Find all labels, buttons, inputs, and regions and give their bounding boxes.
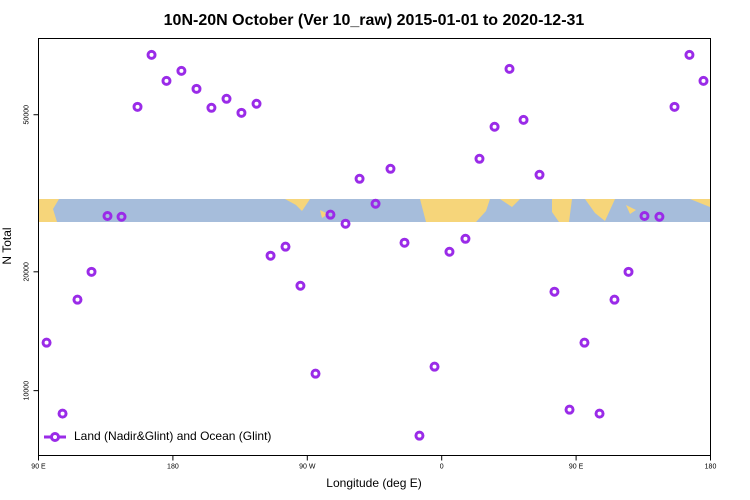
point	[489, 121, 500, 132]
point	[594, 408, 605, 419]
point	[564, 404, 575, 415]
point	[504, 63, 515, 74]
point	[116, 211, 127, 222]
y-tick-label: 10000	[23, 381, 30, 401]
point	[206, 102, 217, 113]
point	[414, 430, 425, 441]
x-axis-label: Longitude (deg E)	[326, 476, 421, 490]
point	[354, 173, 365, 184]
x-tick-label: 90 W	[299, 463, 316, 470]
point	[429, 361, 440, 372]
point	[534, 169, 545, 180]
point	[549, 286, 560, 297]
x-tick-label: 0	[440, 463, 444, 470]
legend-swatch	[50, 432, 60, 442]
legend-label: Land (Nadir&Glint) and Ocean (Glint)	[74, 429, 271, 443]
point	[102, 210, 113, 221]
x-tick-label: 90 E	[31, 463, 46, 470]
point	[340, 218, 351, 229]
y-axis-label: N Total	[0, 227, 14, 264]
point	[295, 280, 306, 291]
point	[221, 93, 232, 104]
point	[325, 209, 336, 220]
point	[280, 241, 291, 252]
point	[684, 49, 695, 60]
point	[310, 368, 321, 379]
point	[265, 250, 276, 261]
point	[146, 49, 157, 60]
point	[444, 246, 455, 257]
point	[161, 75, 172, 86]
y-tick-label: 50000	[23, 105, 30, 125]
x-tick-label: 90 E	[569, 463, 584, 470]
point	[191, 83, 202, 94]
point	[474, 153, 485, 164]
point	[609, 294, 620, 305]
point	[176, 65, 187, 76]
point	[698, 75, 709, 86]
point	[370, 198, 381, 209]
point	[669, 101, 680, 112]
point	[41, 337, 52, 348]
x-tick-label: 180	[705, 463, 717, 470]
point	[654, 211, 665, 222]
point	[57, 408, 68, 419]
point	[251, 98, 262, 109]
point	[72, 294, 83, 305]
point	[623, 266, 634, 277]
chart-title: 10N-20N October (Ver 10_raw) 2015-01-01 …	[164, 12, 585, 29]
point	[518, 114, 529, 125]
point	[236, 107, 247, 118]
point	[132, 101, 143, 112]
point	[639, 210, 650, 221]
point	[86, 266, 97, 277]
plot-frame	[38, 38, 711, 456]
point	[399, 237, 410, 248]
y-tick-label: 20000	[23, 262, 30, 282]
x-tick-label: 180	[167, 463, 179, 470]
point	[460, 233, 471, 244]
point	[579, 337, 590, 348]
point	[385, 163, 396, 174]
map-strip	[39, 199, 710, 222]
